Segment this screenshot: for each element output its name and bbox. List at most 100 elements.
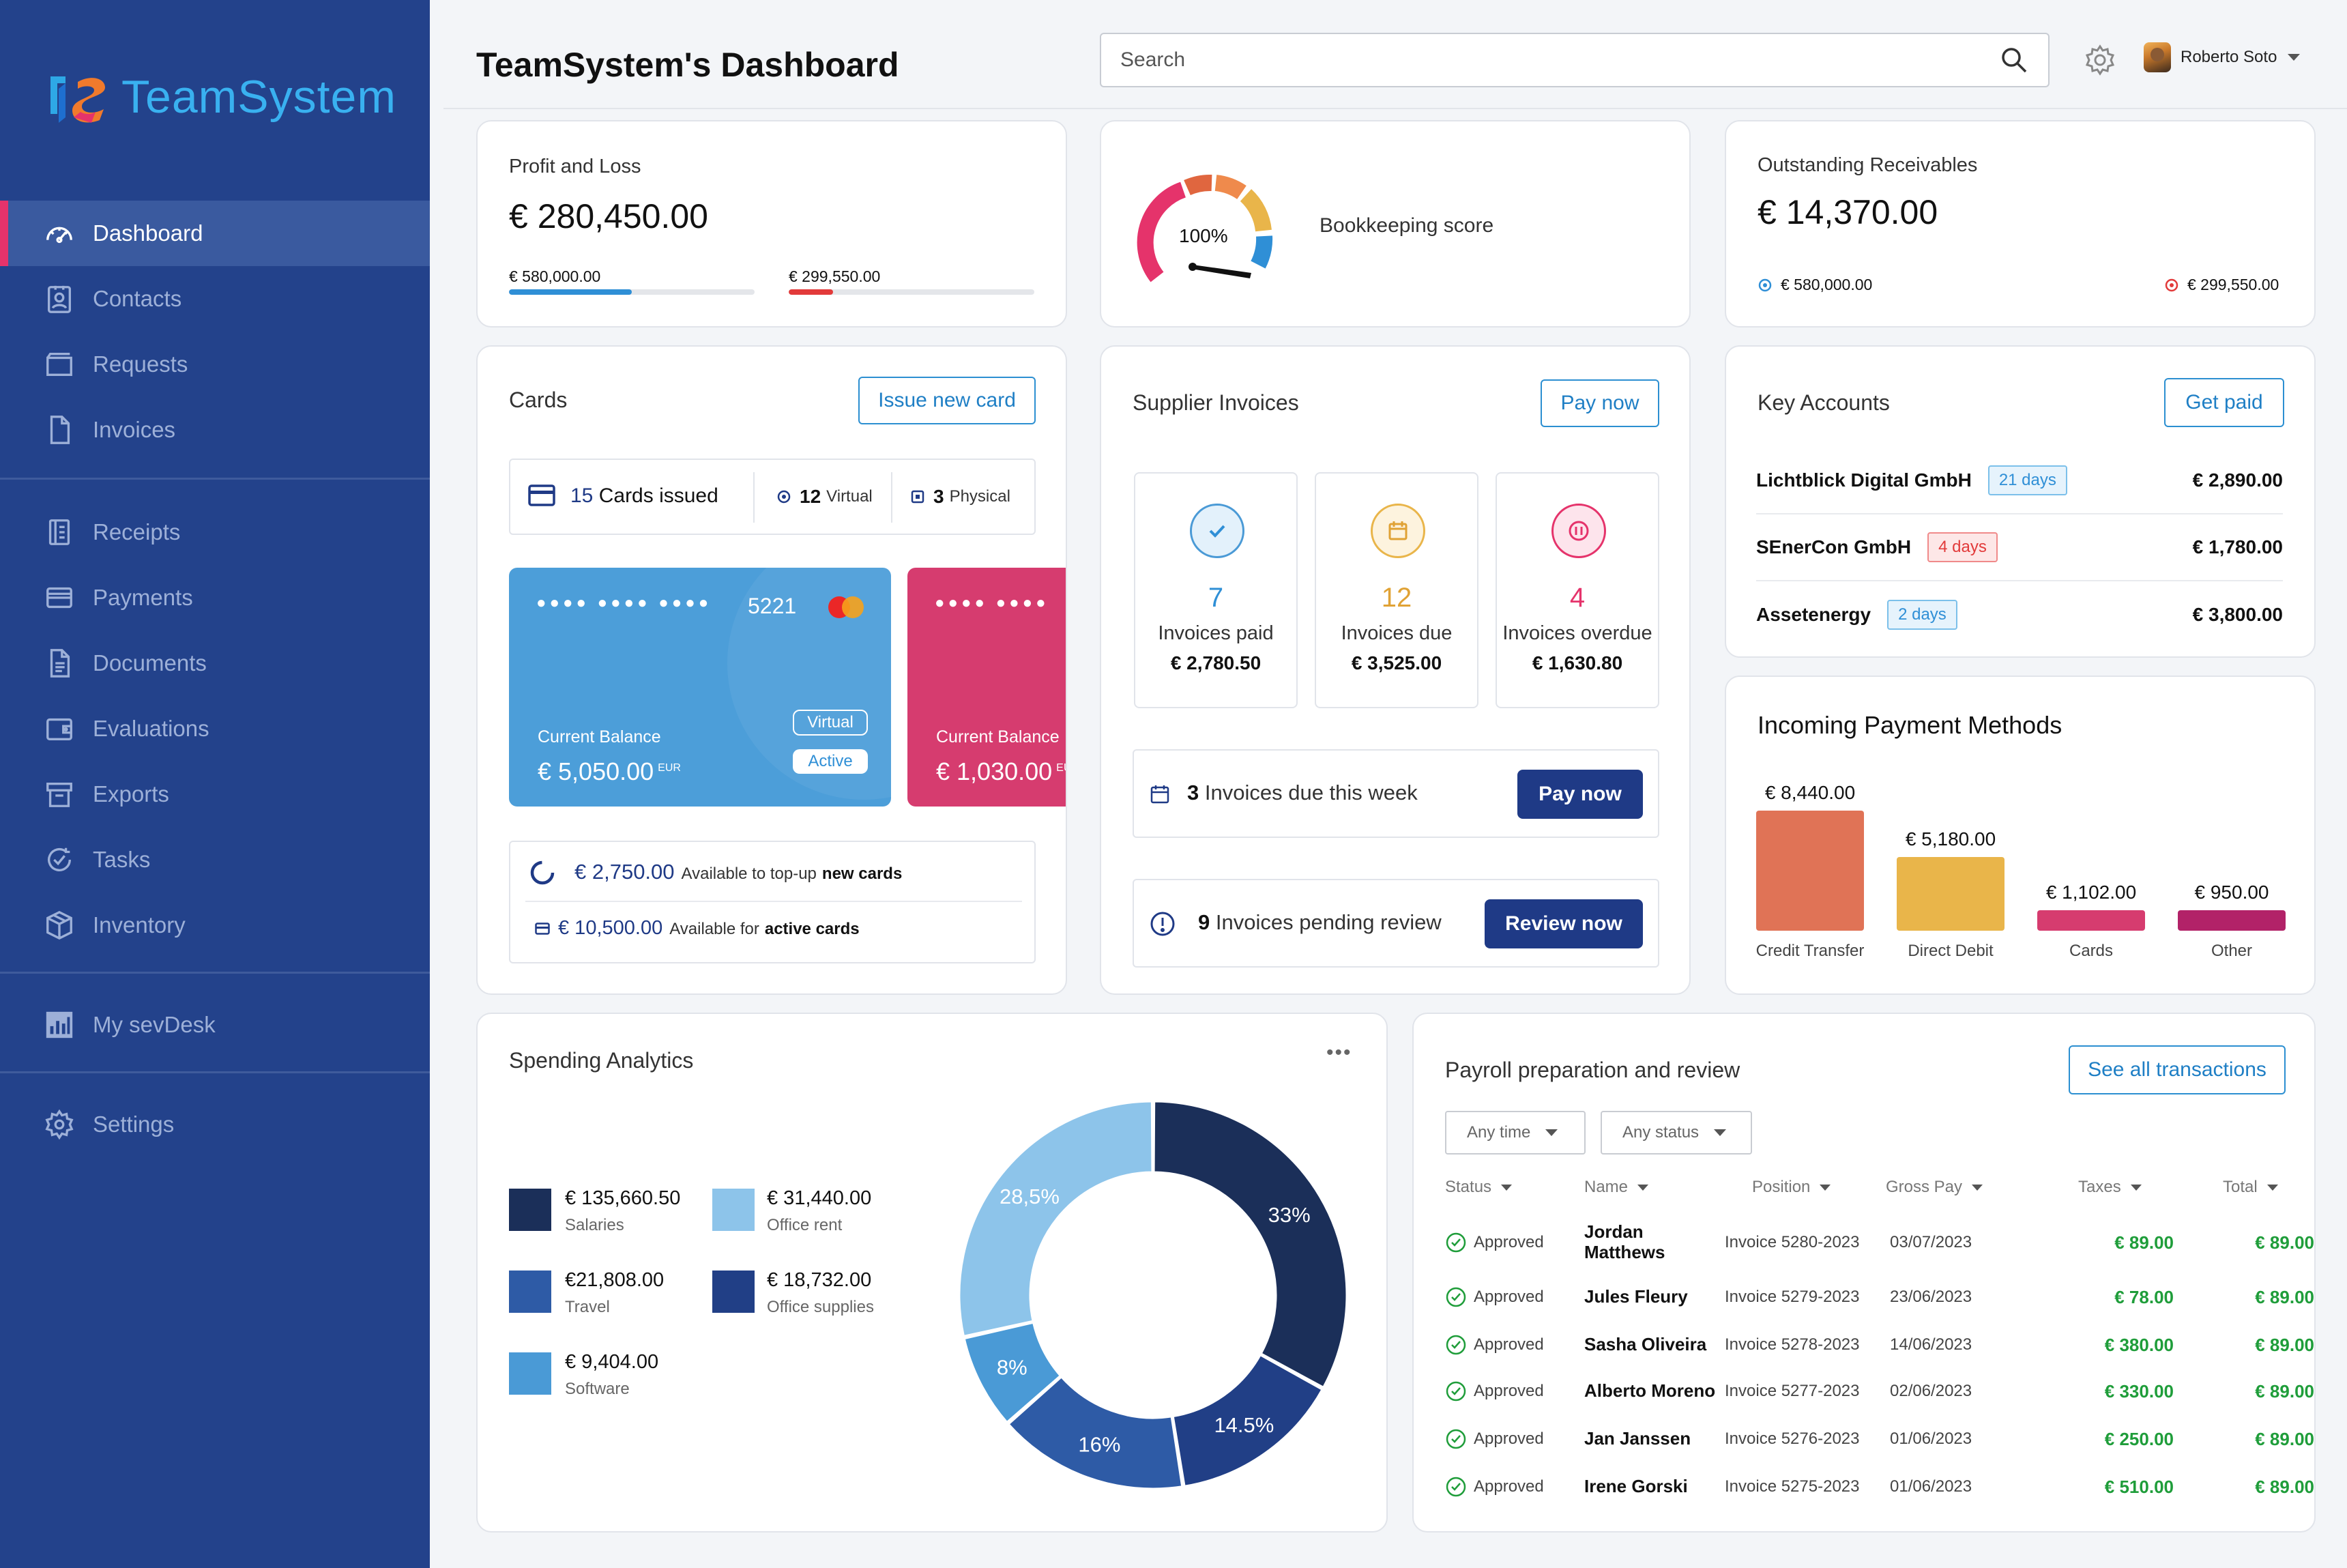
- user-name: Roberto Soto: [2181, 48, 2277, 66]
- donut-slice[interactable]: [1006, 1375, 1184, 1490]
- status-cell: Approved: [1445, 1219, 1544, 1266]
- sidebar-item-my-sevdesk[interactable]: My sevDesk: [0, 992, 430, 1058]
- taxes-cell: € 78.00: [2114, 1286, 2174, 1307]
- page-title: TeamSystem's Dashboard: [476, 46, 899, 84]
- time-filter-dropdown[interactable]: Any time: [1445, 1111, 1586, 1155]
- sidebar-item-payments[interactable]: Payments: [0, 565, 430, 630]
- table-row[interactable]: Approved Sasha Oliveira Invoice 5278-2023 1…: [1414, 1321, 2314, 1369]
- issue-new-card-button[interactable]: Issue new card: [858, 377, 1036, 424]
- more-options-icon[interactable]: •••: [1326, 1041, 1352, 1064]
- status-label: Approved: [1474, 1477, 1544, 1496]
- profit-loss-right-bar: [789, 289, 1034, 295]
- invoices-due-box[interactable]: 12 Invoices due € 3,525.00: [1315, 472, 1478, 708]
- sidebar-item-tasks[interactable]: Tasks: [0, 827, 430, 892]
- table-row[interactable]: Approved Irene Gorski Invoice 5275-2023 01/…: [1414, 1463, 2314, 1511]
- sidebar-item-inventory[interactable]: Inventory: [0, 892, 430, 958]
- pay-now-outline-button[interactable]: Pay now: [1541, 379, 1659, 427]
- list-item[interactable]: SEnerCon GmbH 4 days € 1,780.00: [1756, 514, 2283, 581]
- teamsystem-logo-icon: [50, 76, 105, 123]
- sidebar-item-exports[interactable]: Exports: [0, 761, 430, 827]
- review-now-button[interactable]: Review now: [1485, 899, 1643, 948]
- position-cell: Invoice 5277-2023: [1725, 1382, 1860, 1400]
- sidebar-item-contacts[interactable]: Contacts: [0, 266, 430, 332]
- sidebar-item-documents[interactable]: Documents: [0, 630, 430, 696]
- table-row[interactable]: Approved Alberto Moreno Invoice 5277-2023 0…: [1414, 1367, 2314, 1415]
- sidebar-item-receipts[interactable]: Receipts: [0, 499, 430, 565]
- sidebar-item-evaluations[interactable]: Evaluations: [0, 696, 430, 761]
- donut-slice[interactable]: [1171, 1353, 1324, 1487]
- bar-category-label: Cards: [2069, 942, 2114, 960]
- see-all-transactions-button[interactable]: See all transactions: [2069, 1045, 2286, 1094]
- invoices-overdue-box[interactable]: 4 Invoices overdue € 1,630.80: [1496, 472, 1659, 708]
- file-icon: [50, 416, 70, 444]
- status-label: Approved: [1474, 1382, 1544, 1400]
- invoices-overdue-amount: € 1,630.80: [1532, 652, 1623, 673]
- invoices-paid-count: 7: [1208, 583, 1224, 613]
- brand-name: TeamSystem: [121, 71, 396, 123]
- sidebar-item-label: Requests: [93, 351, 188, 377]
- bar-direct-debit[interactable]: [1897, 856, 2005, 931]
- payment-card-1[interactable]: ●●●● ●●●● ●●●● 5221 Current Balance € 5,…: [509, 568, 891, 807]
- user-menu[interactable]: Roberto Soto: [2144, 42, 2301, 72]
- get-paid-button[interactable]: Get paid: [2164, 378, 2284, 427]
- wallet-icon: [46, 718, 72, 741]
- check-circle-icon: [1446, 1232, 1466, 1253]
- progress-fill: [789, 289, 833, 295]
- settings-gear-icon[interactable]: [2084, 44, 2116, 76]
- table-row[interactable]: Approved Jan Janssen Invoice 5276-2023 01/0…: [1414, 1415, 2314, 1463]
- status-label: Approved: [1474, 1233, 1544, 1251]
- status-cell: Approved: [1445, 1321, 1544, 1369]
- target-blue-icon: [1758, 278, 1772, 291]
- status-cell: Approved: [1445, 1415, 1544, 1463]
- sort-icon: [1501, 1184, 1513, 1191]
- column-header-gross-pay[interactable]: Gross Pay: [1886, 1178, 1983, 1197]
- column-header-taxes[interactable]: Taxes: [2078, 1178, 2142, 1197]
- bar-cards[interactable]: [2037, 910, 2145, 931]
- active-amount: € 10,500.00: [558, 917, 663, 939]
- legend-swatch-software: [509, 1352, 551, 1395]
- column-header-position[interactable]: Position: [1752, 1178, 1831, 1197]
- days-badge: 21 days: [1987, 465, 2067, 495]
- bar-value-label: € 5,180.00: [1905, 828, 1996, 850]
- chevron-down-icon: [2288, 54, 2301, 61]
- active-text: Available for: [669, 920, 759, 938]
- employee-name: Jordan Matthews: [1584, 1221, 1665, 1262]
- physical-label: Physical: [949, 487, 1010, 506]
- supplier-invoices-card: Supplier Invoices Pay now 7 Invoices pai…: [1100, 345, 1691, 995]
- brand-logo[interactable]: TeamSystem: [45, 63, 396, 131]
- sidebar-item-dashboard[interactable]: Dashboard: [0, 201, 430, 266]
- column-header-name[interactable]: Name: [1584, 1178, 1649, 1197]
- topup-availability: € 2,750.00 Available to top-up new cards: [574, 860, 902, 884]
- legend-value: € 9,404.00: [565, 1351, 659, 1373]
- table-row[interactable]: Approved Jules Fleury Invoice 5279-2023 23/…: [1414, 1273, 2314, 1321]
- invoices-paid-box[interactable]: 7 Invoices paid € 2,780.50: [1134, 472, 1298, 708]
- bookkeeping-score: 100%: [1179, 225, 1228, 246]
- column-header-label: Gross Pay: [1886, 1178, 1963, 1196]
- invoices-due-amount: € 3,525.00: [1351, 652, 1442, 673]
- status-filter-dropdown[interactable]: Any status: [1601, 1111, 1752, 1155]
- sidebar-item-invoices[interactable]: Invoices: [0, 397, 430, 463]
- donut-slice[interactable]: [963, 1321, 1062, 1424]
- pending-review-count: 9: [1198, 910, 1210, 934]
- sort-icon: [2130, 1184, 2142, 1191]
- search-input[interactable]: [1120, 48, 1999, 72]
- donut-slice[interactable]: [958, 1100, 1154, 1338]
- list-item[interactable]: Assetenergy 2 days € 3,800.00: [1756, 581, 2283, 648]
- column-header-status[interactable]: Status: [1445, 1178, 1513, 1197]
- account-amount: € 2,890.00: [2192, 469, 2283, 491]
- sidebar-item-requests[interactable]: Requests: [0, 332, 430, 397]
- virtual-badge: Virtual: [793, 710, 868, 736]
- search-icon[interactable]: [1999, 45, 2029, 75]
- sidebar-item-label: Tasks: [93, 847, 151, 872]
- pay-now-button[interactable]: Pay now: [1517, 770, 1643, 819]
- bar-other[interactable]: [2178, 910, 2286, 931]
- column-header-total[interactable]: Total: [2223, 1178, 2278, 1197]
- table-row[interactable]: Approved Jordan Matthews Invoice 5280-2023…: [1414, 1219, 2314, 1266]
- search-bar: [1100, 33, 2050, 87]
- donut-slice[interactable]: [1152, 1100, 1348, 1389]
- bar-credit-transfer[interactable]: [1756, 811, 1864, 931]
- list-item[interactable]: Lichtblick Digital GmbH 21 days € 2,890.…: [1756, 448, 2283, 514]
- sidebar-item-settings[interactable]: Settings: [0, 1092, 430, 1157]
- check-circle-icon: [1446, 1335, 1466, 1355]
